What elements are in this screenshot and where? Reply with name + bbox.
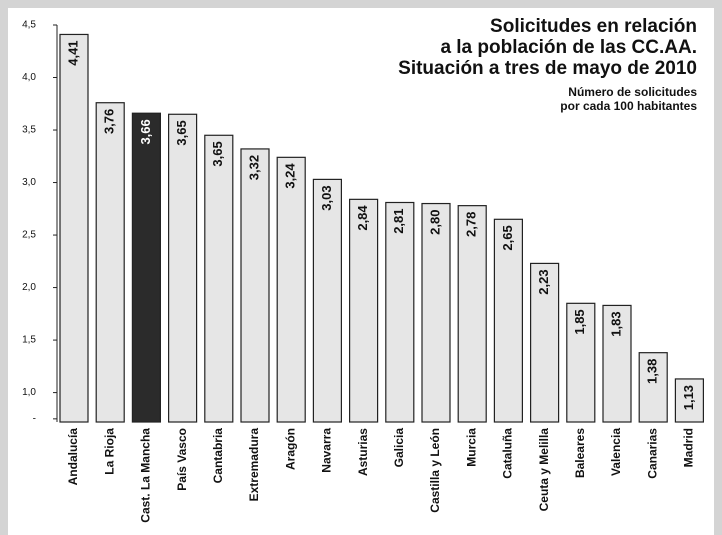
- y-tick-label: 4,0: [22, 72, 36, 83]
- y-tick-label: 1,0: [22, 387, 36, 398]
- value-label: 2,65: [500, 225, 515, 250]
- bar: [240, 148, 270, 423]
- x-tick-label: Baleares: [573, 428, 587, 478]
- bar: [566, 302, 596, 423]
- y-tick-label: -: [33, 413, 36, 424]
- bar: [204, 134, 234, 423]
- value-label: 1,85: [572, 309, 587, 334]
- x-tick-label: Castilla y León: [428, 428, 442, 513]
- bar: [349, 198, 379, 423]
- bar: [385, 201, 415, 423]
- x-tick-label: Canarias: [645, 428, 659, 479]
- x-tick-label: Valencia: [609, 428, 623, 476]
- y-tick-label: 1,5: [22, 335, 36, 346]
- value-label: 3,66: [138, 119, 153, 144]
- value-label: 3,76: [102, 109, 117, 134]
- bar: [95, 102, 125, 423]
- bar: [674, 378, 705, 423]
- y-tick-label: 3,5: [22, 125, 36, 136]
- value-label: 3,03: [319, 185, 334, 210]
- y-tick-label: 4,5: [22, 20, 36, 31]
- x-tick-label: Murcia: [464, 428, 478, 467]
- bar: [602, 304, 632, 423]
- value-label: 1,38: [645, 359, 660, 384]
- bar: [493, 218, 523, 423]
- value-label: 2,23: [536, 269, 551, 294]
- chart-title: Situación a tres de mayo de 2010: [398, 58, 697, 79]
- y-tick-label: 3,0: [22, 177, 36, 188]
- x-tick-label: Cast. La Mancha: [139, 428, 153, 523]
- value-label: 3,24: [283, 163, 298, 189]
- bar: [638, 352, 668, 423]
- x-tick-label: Ceuta y Melilla: [537, 428, 551, 512]
- bar: [59, 33, 89, 423]
- value-label: 4,41: [65, 40, 80, 65]
- chart-title: a la población de las CC.AA.: [440, 37, 697, 58]
- value-label: 2,84: [355, 205, 370, 231]
- value-label: 3,32: [246, 155, 261, 180]
- x-tick-label: Navarra: [320, 428, 334, 473]
- chart-subtitle: Número de solicitudes: [568, 85, 697, 99]
- bar: [529, 262, 560, 423]
- chart-subtitle: por cada 100 habitantes: [560, 99, 697, 113]
- x-tick-label: País Vasco: [175, 428, 189, 491]
- value-label: 1,83: [608, 311, 623, 336]
- value-label: 2,80: [427, 210, 442, 235]
- chart-title: Solicitudes en relación: [490, 16, 697, 37]
- x-tick-label: La Rioja: [102, 428, 116, 475]
- value-label: 2,81: [391, 208, 406, 233]
- value-label: 3,65: [174, 120, 189, 145]
- x-tick-label: Andalucía: [66, 428, 80, 486]
- x-tick-label: Galicia: [392, 428, 406, 468]
- x-tick-label: Extremadura: [247, 428, 261, 502]
- bar: [276, 156, 306, 423]
- bar: [421, 202, 451, 423]
- value-label: 2,78: [464, 212, 479, 237]
- x-tick-label: Cantabria: [211, 428, 225, 484]
- x-tick-label: Asturias: [356, 428, 370, 476]
- bar: [131, 112, 161, 423]
- x-tick-label: Madrid: [682, 428, 696, 467]
- value-label: 1,13: [681, 385, 696, 410]
- bar: [457, 205, 487, 423]
- bar: [168, 113, 198, 423]
- x-tick-label: Cataluña: [501, 428, 515, 479]
- bar: [312, 178, 342, 423]
- x-tick-label: Aragón: [283, 428, 297, 470]
- y-tick-label: 2,0: [22, 282, 36, 293]
- value-label: 3,65: [210, 141, 225, 166]
- y-tick-label: 2,5: [22, 230, 36, 241]
